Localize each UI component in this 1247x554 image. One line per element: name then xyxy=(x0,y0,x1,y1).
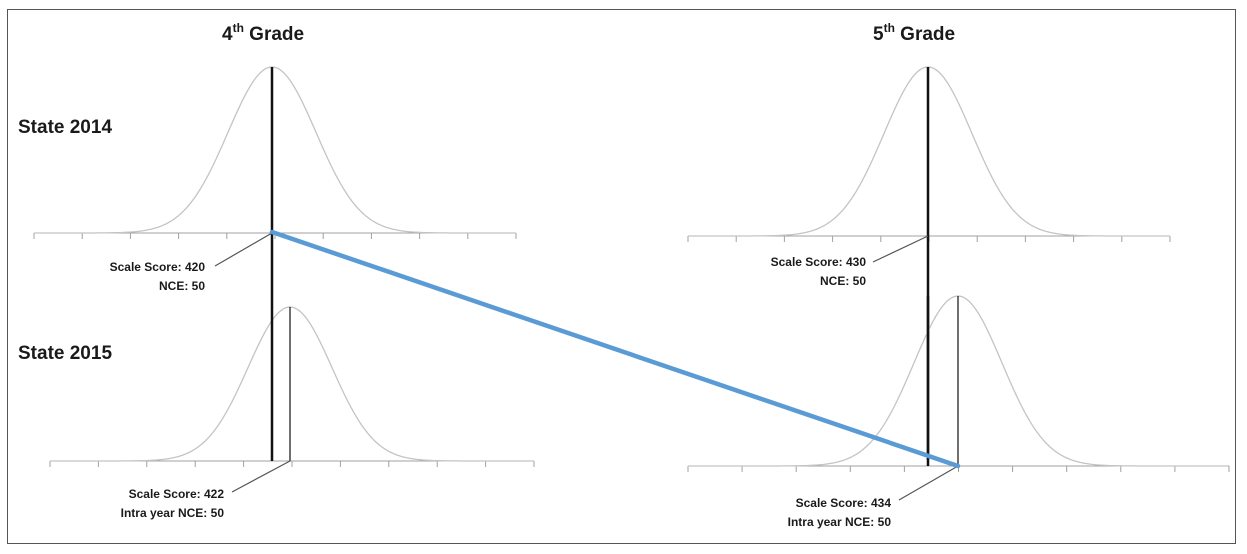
row-label-state-2014: State 2014 xyxy=(18,117,112,138)
g4-2015-bell-curve xyxy=(50,306,534,462)
column-title-5th-grade: 5th Grade xyxy=(873,21,955,45)
label-g5-2014-scale-score: Scale Score: 430 xyxy=(771,255,867,269)
growth-connector-line xyxy=(269,229,961,469)
column-title-4th-grade: 4th Grade xyxy=(222,21,304,45)
label-g5-2015-nce: Intra year NCE: 50 xyxy=(788,515,892,529)
g5-2015-pointer xyxy=(898,465,959,501)
label-g4-2014-scale-score: Scale Score: 420 xyxy=(110,260,206,274)
label-g4-2015-scale-score: Scale Score: 422 xyxy=(129,487,225,501)
g5-2014-pointer xyxy=(872,235,929,263)
g4-2014-pointer xyxy=(214,232,273,267)
label-g5-2015-scale-score: Scale Score: 434 xyxy=(796,496,892,510)
label-g5-2014-nce: NCE: 50 xyxy=(820,274,866,288)
row-label-state-2015: State 2015 xyxy=(18,343,112,364)
diagram-frame xyxy=(7,9,1236,544)
g4-2014-bell-curve xyxy=(34,66,516,234)
label-g4-2015-nce: Intra year NCE: 50 xyxy=(121,506,225,520)
g4-2015-pointer xyxy=(231,460,291,493)
label-g4-2014-nce: NCE: 50 xyxy=(159,279,205,293)
